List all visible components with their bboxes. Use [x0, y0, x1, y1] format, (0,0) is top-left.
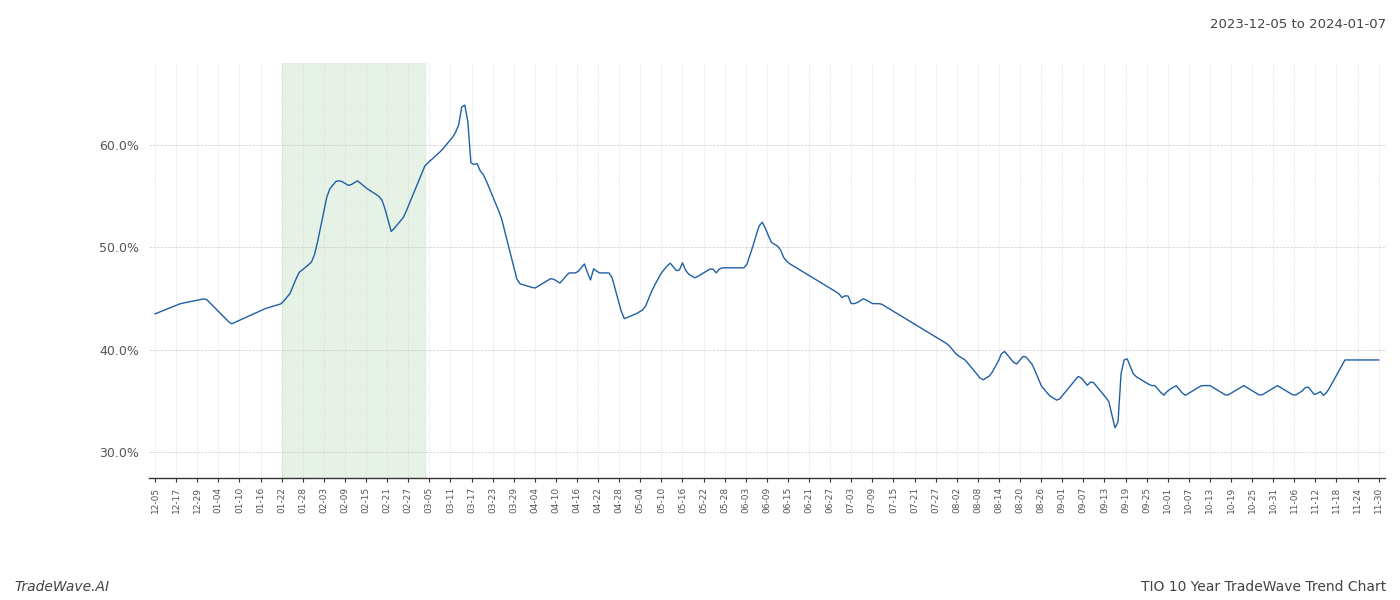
- Text: TradeWave.AI: TradeWave.AI: [14, 580, 109, 594]
- Text: 2023-12-05 to 2024-01-07: 2023-12-05 to 2024-01-07: [1210, 18, 1386, 31]
- Text: TIO 10 Year TradeWave Trend Chart: TIO 10 Year TradeWave Trend Chart: [1141, 580, 1386, 594]
- Bar: [281, 63, 426, 478]
